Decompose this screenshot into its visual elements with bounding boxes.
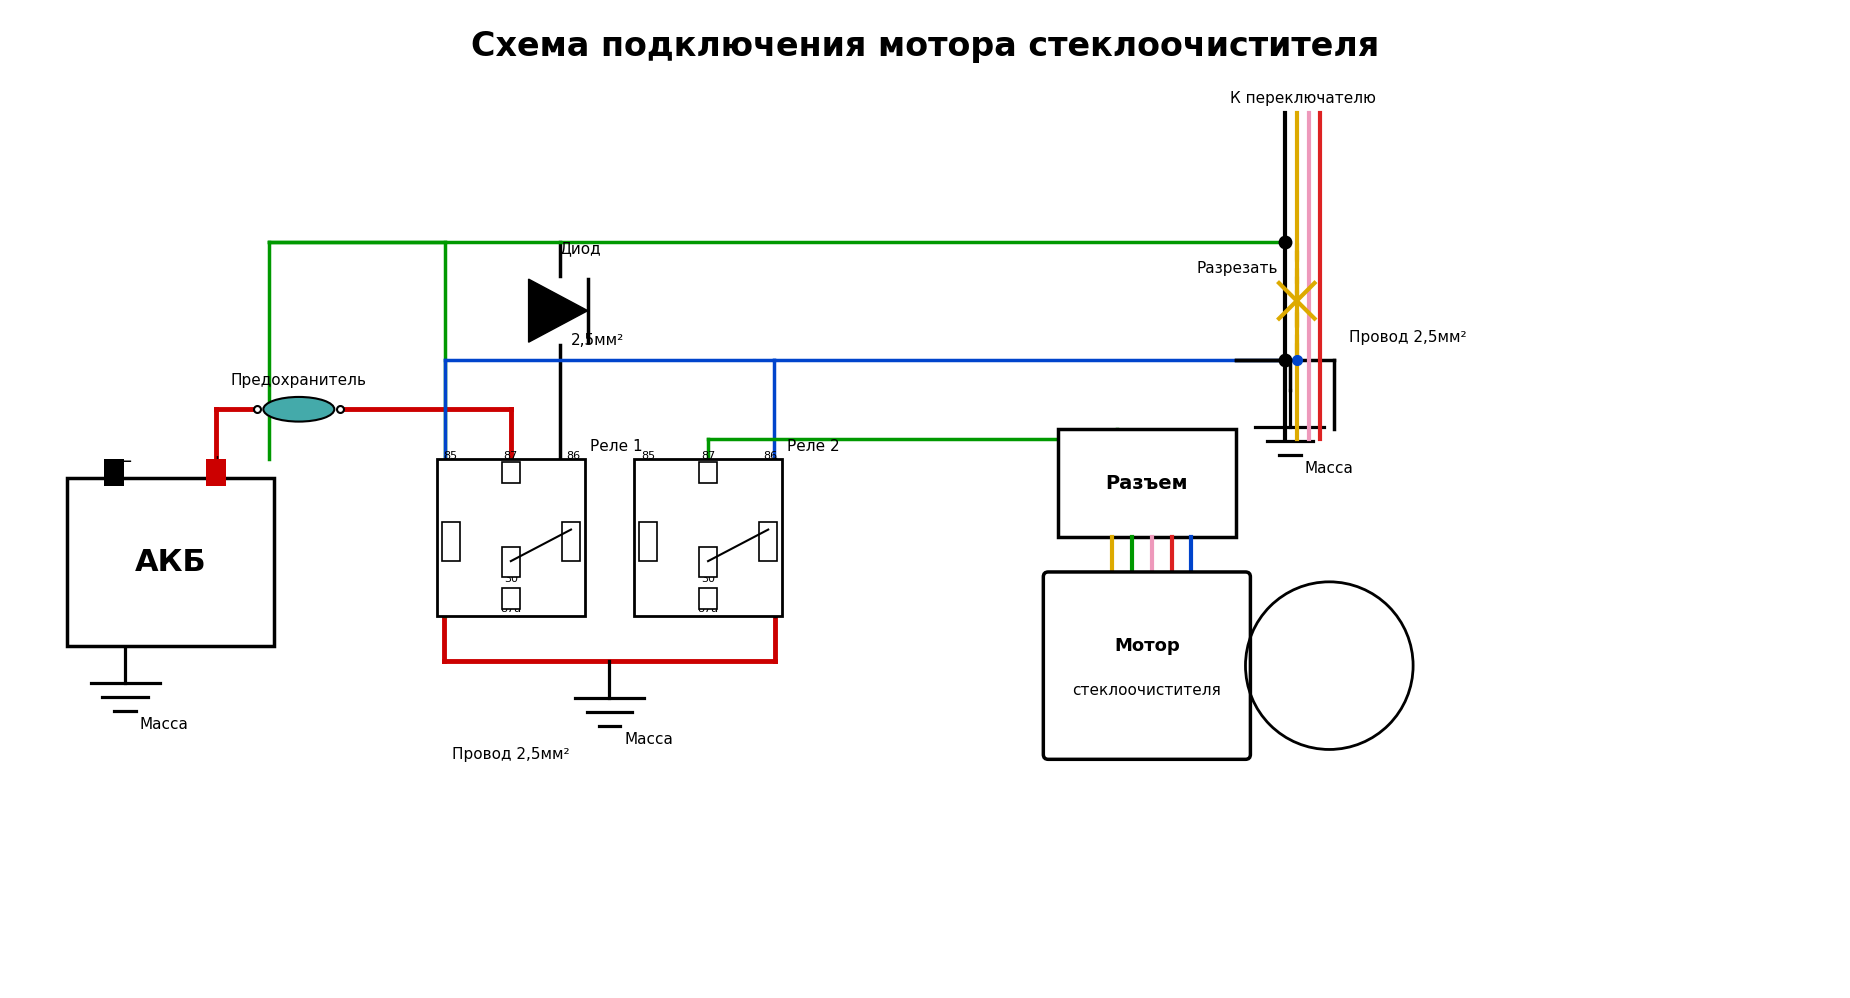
Text: Реле 2: Реле 2 [786,439,840,454]
Text: 2,5мм²: 2,5мм² [572,333,623,348]
Bar [501,547,520,577]
Text: 86: 86 [566,450,581,460]
Text: 87: 87 [503,450,518,460]
Bar [207,458,226,486]
Ellipse shape [263,397,335,421]
Text: 85: 85 [444,450,457,460]
Text: Мотор: Мотор [1114,637,1180,655]
Bar [104,458,124,486]
Bar [442,522,459,561]
Polygon shape [529,279,588,342]
Text: −: − [118,453,133,471]
Text: Реле 1: Реле 1 [590,439,642,454]
Bar [562,522,579,561]
Bar [635,458,783,617]
Bar [699,588,718,610]
Text: Масса: Масса [1304,460,1354,475]
Bar [758,522,777,561]
Text: 85: 85 [640,450,655,460]
Bar [501,461,520,483]
Text: К переключателю: К переключателю [1230,91,1376,106]
Text: 87: 87 [701,450,716,460]
Text: 87a: 87a [500,605,522,615]
Text: Схема подключения мотора стеклоочистителя: Схема подключения мотора стеклоочистител… [472,30,1378,63]
Text: стеклоочистителя: стеклоочистителя [1073,683,1221,698]
Text: Предохранитель: Предохранитель [231,372,366,387]
Text: 30: 30 [503,574,518,584]
Text: 86: 86 [762,450,777,460]
Text: Диод: Диод [559,242,601,256]
Text: Масса: Масса [141,717,189,732]
Text: Разъем: Разъем [1106,474,1188,493]
Text: 87a: 87a [697,605,718,615]
Bar [437,458,585,617]
Text: Провод 2,5мм²: Провод 2,5мм² [1349,330,1467,345]
Text: АКБ: АКБ [135,548,207,577]
Bar [699,547,718,577]
Text: Разрезать: Разрезать [1197,261,1278,276]
Text: Масса: Масса [623,732,673,747]
Bar [501,588,520,610]
Bar [699,461,718,483]
Bar [638,522,657,561]
Bar [67,478,274,646]
Bar [1058,429,1236,538]
FancyBboxPatch shape [1043,572,1251,759]
Text: +: + [209,453,224,471]
Text: Провод 2,5мм²: Провод 2,5мм² [451,748,570,762]
Text: 30: 30 [701,574,716,584]
